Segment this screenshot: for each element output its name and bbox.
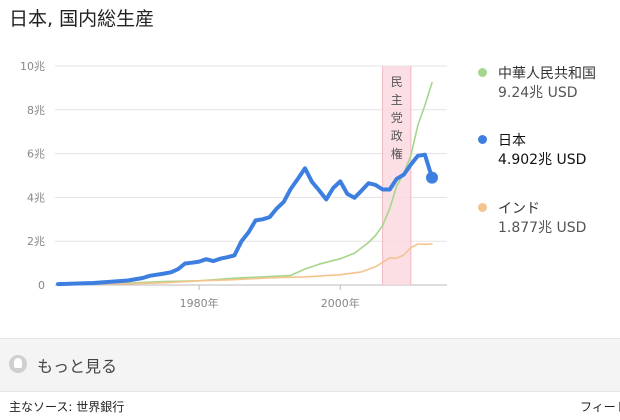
gdp-line-chart: 民主党政権 0 2兆 4兆 6兆 8兆 10兆 1980年 2000年 bbox=[20, 60, 447, 310]
more-icon bbox=[9, 355, 27, 373]
more-bar: もっと見る bbox=[0, 338, 620, 392]
y-tick-label: 0 bbox=[38, 279, 45, 292]
legend-name-india: インド bbox=[498, 201, 540, 217]
y-tick-label: 8兆 bbox=[27, 104, 45, 117]
legend-marker-japan bbox=[478, 135, 487, 144]
series-layer bbox=[56, 81, 438, 287]
x-tick-label: 1980年 bbox=[180, 296, 219, 310]
y-tick-label: 6兆 bbox=[27, 148, 45, 161]
legend-name-china: 中華人民共和国 bbox=[498, 66, 596, 82]
series-line-india bbox=[57, 243, 433, 285]
legend-marker-china bbox=[478, 68, 487, 77]
feedback-link[interactable]: フィード bbox=[580, 400, 620, 414]
legend-value-japan: 4.902兆 USD bbox=[498, 152, 587, 168]
axis-layer: 0 2兆 4兆 6兆 8兆 10兆 1980年 2000年 bbox=[20, 60, 360, 310]
page-title: 日本, 国内総生産 bbox=[9, 8, 155, 30]
annotation-band-rect bbox=[382, 66, 411, 285]
x-tick-label: 2000年 bbox=[321, 296, 360, 310]
legend-value-china: 9.24兆 USD bbox=[498, 85, 578, 101]
source-label: 主なソース: 世界銀行 bbox=[9, 400, 125, 414]
series-line-japan bbox=[56, 152, 434, 287]
legend-marker-india bbox=[478, 203, 487, 212]
series-end-point-japan bbox=[426, 171, 438, 184]
y-tick-label: 10兆 bbox=[20, 60, 45, 73]
more-label: もっと見る bbox=[37, 357, 118, 376]
legend-name-japan: 日本 bbox=[498, 133, 526, 149]
grid-lines bbox=[55, 65, 447, 286]
y-tick-label: 4兆 bbox=[27, 191, 45, 204]
legend-value-india: 1.877兆 USD bbox=[498, 220, 587, 236]
y-tick-label: 2兆 bbox=[27, 235, 45, 248]
annotation-label: 民主党政権 bbox=[391, 75, 403, 161]
